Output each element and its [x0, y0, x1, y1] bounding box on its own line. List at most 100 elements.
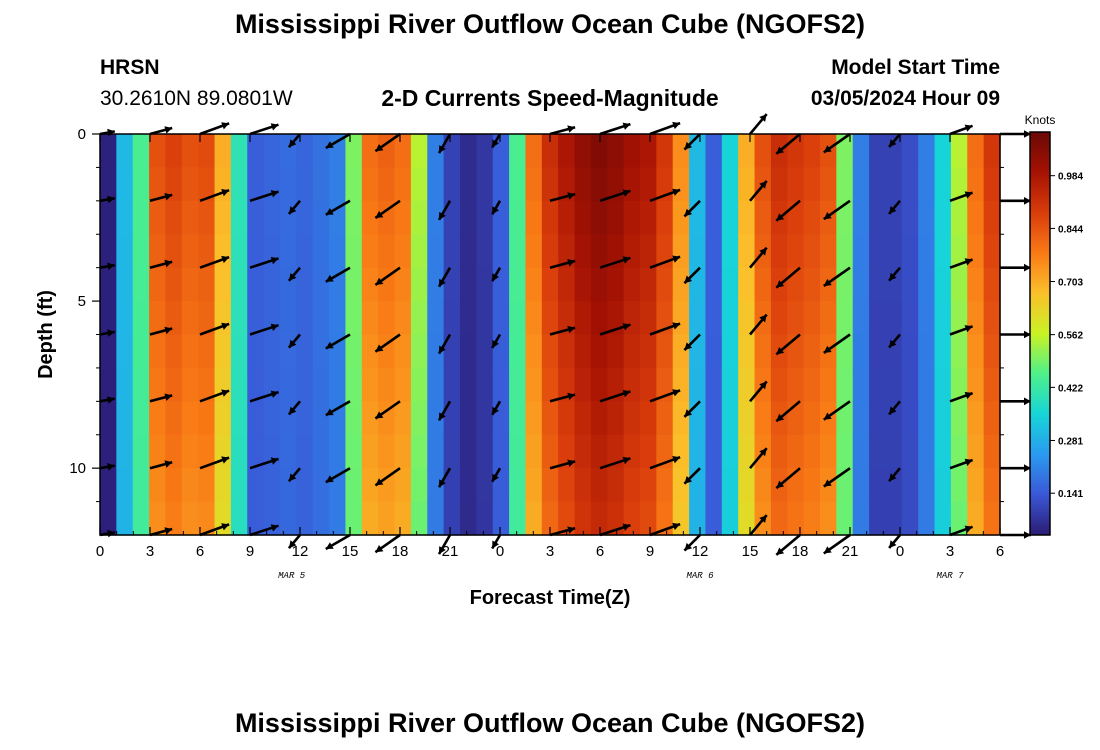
heatmap-cell: [378, 134, 396, 169]
vector-head: [325, 274, 334, 282]
heatmap-cell: [132, 301, 150, 336]
vector-head: [270, 390, 279, 398]
heatmap-cell: [623, 401, 641, 436]
heatmap-cell: [852, 167, 870, 202]
heatmap-cell: [410, 267, 428, 302]
heatmap-cell: [149, 301, 167, 336]
heatmap-cell: [312, 334, 330, 369]
heatmap-cell: [263, 401, 281, 436]
heatmap-cell: [345, 267, 363, 302]
heatmap-cell: [967, 434, 985, 469]
heatmap-cell: [950, 401, 968, 436]
vector-head: [684, 409, 693, 417]
heatmap-cell: [378, 301, 396, 336]
vector-head: [325, 341, 334, 349]
heatmap-cell: [705, 401, 723, 436]
current-vector: [775, 133, 801, 155]
current-vector: [249, 256, 279, 269]
heatmap-cell: [541, 367, 559, 402]
current-vector: [888, 534, 901, 549]
heatmap-cell: [247, 501, 265, 536]
heatmap-cell: [116, 234, 134, 269]
heatmap-cell: [541, 434, 559, 469]
vector-head: [492, 206, 499, 215]
heatmap-cell: [230, 234, 248, 269]
heatmap-cell: [230, 334, 248, 369]
heatmap-cell: [672, 267, 690, 302]
heatmap-cell: [640, 134, 657, 169]
heatmap-cell: [443, 401, 461, 436]
heatmap-cell: [901, 200, 919, 235]
heatmap-cell: [230, 134, 248, 169]
heatmap-cell: [198, 234, 216, 269]
heatmap-cell: [378, 468, 396, 503]
vector-head: [823, 479, 832, 487]
vector-head: [622, 523, 631, 531]
current-vector: [949, 191, 974, 203]
heatmap-cell: [623, 501, 641, 536]
heatmap-cell: [247, 367, 265, 402]
heatmap-cell: [247, 234, 265, 269]
vector-head: [567, 392, 576, 401]
heatmap-cell: [820, 434, 837, 469]
heatmap-cell: [476, 167, 494, 202]
vector-head: [823, 278, 832, 286]
current-vector: [599, 456, 631, 470]
heatmap-cell: [214, 301, 232, 336]
vector-head: [221, 389, 230, 397]
heatmap-cell: [983, 167, 1001, 202]
vector-head: [776, 146, 785, 154]
current-vector: [149, 193, 173, 203]
heatmap-cell: [361, 367, 379, 402]
heatmap-cell: [672, 367, 690, 402]
heatmap-cell: [460, 367, 477, 402]
vector-head: [221, 456, 230, 464]
heatmap-cell: [378, 267, 396, 302]
vector-head: [776, 547, 785, 555]
current-vector: [949, 325, 974, 336]
current-vector: [199, 389, 230, 403]
heatmap-cell: [410, 200, 428, 235]
vector-head: [439, 278, 446, 287]
heatmap-cell: [738, 234, 756, 269]
x-tick-label: 21: [842, 543, 859, 560]
heatmap-cell: [312, 468, 330, 503]
colorbar-tick-label: 0.422: [1058, 383, 1083, 394]
heatmap-cell: [590, 301, 608, 336]
heatmap-cell: [181, 301, 199, 336]
heatmap-cell: [640, 234, 657, 269]
heatmap-cell: [967, 167, 985, 202]
heatmap-cell: [443, 468, 461, 503]
plot-subtitle: 2-D Currents Speed-Magnitude: [381, 85, 719, 111]
vector-head: [759, 114, 767, 122]
station-name: HRSN: [100, 56, 160, 79]
current-vector: [374, 199, 401, 220]
current-vector: [599, 189, 631, 203]
heatmap-cell: [149, 234, 167, 269]
heatmap-cell: [410, 301, 428, 336]
heatmap-cell: [656, 468, 674, 503]
heatmap-cell: [672, 167, 690, 202]
heatmap-cell: [329, 167, 347, 202]
colorbar-tick-label: 0.562: [1058, 331, 1083, 342]
vector-head: [1024, 330, 1031, 339]
heatmap-cell: [721, 334, 739, 369]
x-tick-label: 18: [392, 543, 409, 560]
heatmap-cell: [116, 367, 134, 402]
vector-head: [672, 255, 681, 263]
heatmap-cell: [394, 501, 412, 536]
current-vector: [1000, 397, 1031, 406]
heatmap-cell: [770, 167, 788, 202]
heatmap-cell: [721, 468, 739, 503]
heatmap-cell: [361, 134, 379, 169]
vector-head: [759, 314, 767, 323]
heatmap-cell: [443, 367, 461, 402]
y-tick-label: 5: [78, 293, 86, 310]
current-vector: [437, 333, 452, 355]
vector-head: [164, 126, 173, 134]
heatmap-cell: [263, 334, 281, 369]
vector-head: [567, 125, 576, 133]
heatmap-cell: [132, 234, 150, 269]
heatmap-cell: [460, 501, 477, 536]
heatmap-cell: [378, 401, 396, 436]
